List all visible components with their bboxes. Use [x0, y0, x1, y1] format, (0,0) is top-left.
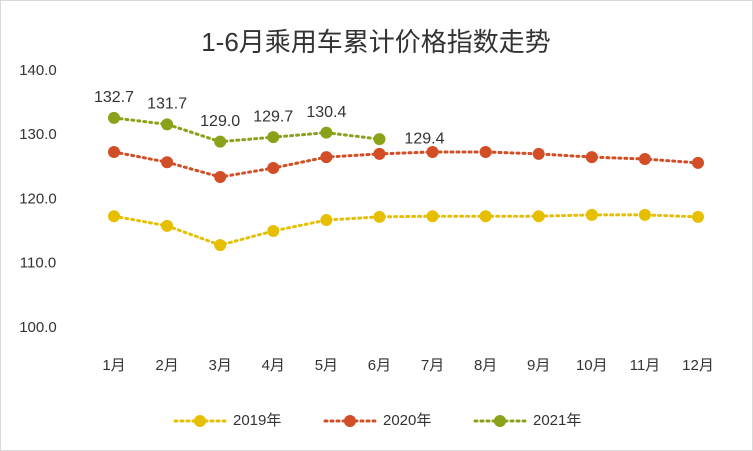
point: [320, 151, 333, 164]
point: [479, 145, 492, 158]
point: [692, 156, 704, 169]
x-tick-label: 6月: [368, 357, 391, 374]
x-tick-label: 11月: [630, 357, 661, 374]
legend-marker: [344, 415, 356, 427]
x-tick-label: 9月: [527, 357, 550, 374]
series-line: [112, 116, 381, 144]
legend-marker: [194, 415, 206, 427]
point: [108, 111, 120, 124]
x-tick-label: 10月: [576, 357, 608, 374]
y-tick-label: 140.0: [19, 62, 57, 79]
point: [638, 208, 651, 221]
data-label: 130.4: [306, 104, 346, 121]
data-label: 129.0: [200, 113, 240, 130]
data-label: 132.7: [94, 89, 134, 106]
legend-label: 2021年: [533, 412, 581, 429]
point: [373, 210, 386, 223]
point: [161, 156, 174, 169]
x-tick-label: 7月: [421, 357, 444, 374]
point: [426, 210, 439, 223]
x-tick-label: 1月: [102, 357, 125, 374]
legend-label: 2020年: [383, 412, 431, 429]
x-tick-label: 2月: [155, 357, 178, 374]
point: [585, 151, 598, 164]
point: [214, 239, 227, 252]
point: [479, 210, 492, 223]
x-tick-label: 12月: [682, 357, 714, 374]
y-tick-label: 120.0: [19, 190, 57, 207]
point: [373, 133, 386, 146]
point: [267, 131, 280, 144]
point: [108, 210, 120, 223]
legend-marker: [494, 415, 506, 427]
point: [320, 126, 333, 139]
point: [214, 171, 227, 184]
point: [692, 210, 704, 223]
point: [267, 224, 280, 237]
point: [108, 145, 120, 158]
legend-label: 2019年: [233, 412, 281, 429]
point: [161, 118, 174, 131]
point: [532, 210, 545, 223]
x-tick-label: 5月: [315, 357, 338, 374]
chart-title: 1-6月乘用车累计价格指数走势: [201, 27, 551, 57]
point: [426, 145, 439, 158]
point: [532, 147, 545, 160]
x-tick-label: 8月: [474, 357, 497, 374]
point: [373, 147, 386, 160]
point: [161, 219, 174, 232]
x-tick-label: 4月: [262, 357, 285, 374]
y-tick-label: 110.0: [20, 255, 56, 272]
y-tick-label: 100.0: [19, 319, 57, 336]
data-label: 129.7: [253, 108, 293, 125]
point: [638, 153, 651, 166]
data-label: 131.7: [147, 96, 187, 113]
x-tick-label: 3月: [209, 357, 232, 374]
point: [214, 135, 227, 148]
series-line: [112, 213, 700, 247]
point: [585, 208, 598, 221]
series-line: [112, 150, 700, 179]
point: [320, 214, 333, 227]
data-label: 129.4: [404, 130, 444, 147]
y-tick-label: 130.0: [19, 126, 57, 143]
point: [267, 162, 280, 175]
